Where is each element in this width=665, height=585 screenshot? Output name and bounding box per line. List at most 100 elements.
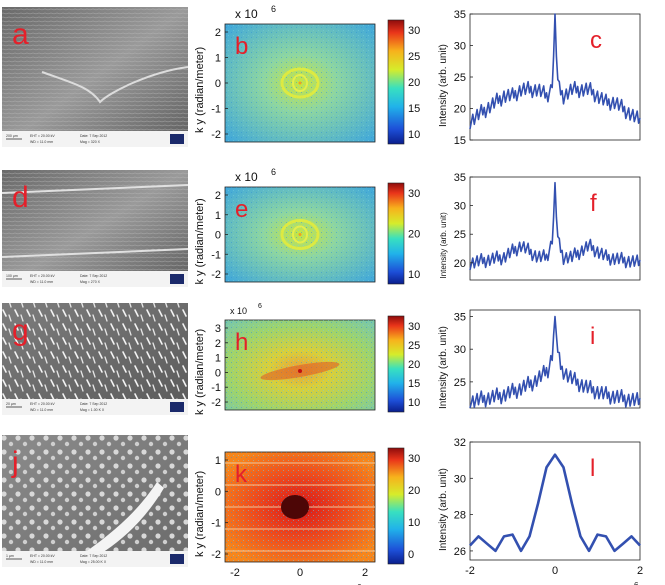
panel-row-1: 200 µm EHT = 20.00 kV WD = 11.0 mm Date: 7 … xyxy=(2,4,641,147)
sem-image-j: 1 µm EHT = 20.00 kV WD = 11.0 mm Date: 7 Se… xyxy=(2,435,188,567)
fft-ytick-label: -1 xyxy=(211,104,221,116)
profile-ytick-label: 25 xyxy=(454,377,466,389)
profile-ylabel: Intensity (arb. unit) xyxy=(438,326,449,409)
sem-wd: WD = 11.0 mm xyxy=(30,408,53,412)
fft-ytick-label: -2 xyxy=(211,129,221,141)
panel-row-3: 20 µm EHT = 20.00 kV WD = 11.0 mm Date: 7 S… xyxy=(2,303,641,415)
profile-ytick-label: 28 xyxy=(454,510,466,522)
panel-row-4: 1 µm EHT = 20.00 kV WD = 11.0 mm Date: 7 Se… xyxy=(2,435,643,585)
profile-ytick-label: 15 xyxy=(454,135,466,147)
colorbar-tick-label: 15 xyxy=(408,378,420,390)
sem-surface-texture xyxy=(2,7,188,131)
sem-surface-texture xyxy=(2,303,188,399)
profile-ytick-label: 30 xyxy=(454,473,466,485)
profile-ytick-label: 30 xyxy=(454,344,466,356)
sem-ridge-line xyxy=(1,184,189,194)
colorbar-h: 30 25 20 15 10 xyxy=(387,315,420,413)
profile-ylabel: Intensity (arb. unit) xyxy=(439,212,448,279)
fft-ytick-label: 1 xyxy=(215,455,221,467)
colorbar-tick-label: 30 xyxy=(408,321,420,333)
colorbar-tick-label: 20 xyxy=(408,359,420,371)
fft-xtick-label: 0 xyxy=(297,567,303,579)
profile-ytick-label: 35 xyxy=(454,9,466,21)
colorbar-tick-label: 30 xyxy=(408,453,420,465)
profile-line xyxy=(469,13,641,130)
colorbar-gradient xyxy=(387,182,405,285)
colorbar-tick-label: 15 xyxy=(408,103,420,115)
profile-ytick-label: 30 xyxy=(454,201,466,213)
panel-letter: i xyxy=(590,323,595,350)
fft-ytick-label: 0 xyxy=(215,486,221,498)
colorbar-tick-label: 30 xyxy=(408,188,420,200)
zeiss-logo xyxy=(170,402,184,412)
profile-xtick-label: 2 xyxy=(637,565,643,577)
fft-ytick-label: -2 xyxy=(211,269,221,281)
fft-center-peak xyxy=(298,233,302,236)
profile-xlabel: kx (radian/meter) x 10 xyxy=(492,583,609,585)
fft-xlabel-sup: 6 xyxy=(357,583,362,585)
panel-letter: f xyxy=(590,190,597,217)
panel-letter: a xyxy=(12,18,29,51)
colorbar-tick-label: 25 xyxy=(408,51,420,63)
fft-map-k: 10-1-2k y (radian/meter)k-202kx (radian/… xyxy=(194,451,376,585)
profile-ytick-label: 20 xyxy=(454,258,466,270)
sem-wd: WD = 11.0 mm xyxy=(30,140,53,144)
fft-center-peak xyxy=(298,369,302,373)
colorbar-tick-label: 10 xyxy=(408,129,420,141)
sem-mag: Mag = 25.00 K X xyxy=(80,560,107,564)
zeiss-logo xyxy=(170,554,184,564)
fft-map-b: x 10 6 2 1 0 -1 -2 k y (radian/meter) b xyxy=(194,4,376,143)
fft-ring xyxy=(280,67,320,99)
colorbar-tick-label: 20 xyxy=(408,77,420,89)
panel-letter: k xyxy=(235,461,248,488)
sem-scale-label: 200 µm xyxy=(6,134,18,138)
colorbar-tick-label: 10 xyxy=(408,269,420,281)
sem-image-g: 20 µm EHT = 20.00 kV WD = 11.0 mm Date: 7 S… xyxy=(2,303,188,415)
sem-date: Date: 7 Sep 2012 xyxy=(80,554,107,558)
profile-axes xyxy=(469,441,641,561)
colorbar-gradient xyxy=(387,447,405,565)
colorbar-tick-label: 0 xyxy=(408,549,414,561)
profile-ytick-label: 25 xyxy=(454,229,466,241)
fft-ylabel: k y (radian/meter) xyxy=(194,47,206,133)
fft-ylabel: k y (radian/meter) xyxy=(194,329,206,415)
colorbar-k: 30 20 10 0 xyxy=(387,447,420,565)
fft-ytick-label: 1 xyxy=(215,53,221,65)
sem-mag: Mag = 270 X xyxy=(80,280,101,284)
fft-ring xyxy=(280,219,320,250)
fft-ytick-label: 2 xyxy=(215,338,221,350)
colorbar-tick-label: 30 xyxy=(408,25,420,37)
fft-ytick-label: -1 xyxy=(211,249,221,261)
sem-ridge-line xyxy=(1,248,189,258)
sem-date: Date: 7 Sep 2012 xyxy=(80,134,107,138)
colorbar-gradient xyxy=(387,19,405,145)
sem-mag: Mag = 320 X xyxy=(80,140,101,144)
profile-plot-i: 35 30 25 Intensity (arb. unit) i xyxy=(438,309,641,409)
fft-ytick-label: 0 xyxy=(215,367,221,379)
fft-ytick-label: 2 xyxy=(215,190,221,202)
profile-line xyxy=(469,315,641,409)
sem-date: Date: 7 Sep 2012 xyxy=(80,402,107,406)
sem-scale-label: 1 µm xyxy=(6,554,14,558)
fft-map-h: x 10 6 3 2 1 0 -1 -2 k y (radian/meter) h xyxy=(194,303,376,415)
profile-ylabel: Intensity (arb. unit) xyxy=(438,468,449,551)
colorbar-tick-label: 20 xyxy=(408,485,420,497)
panel-letter: b xyxy=(235,33,248,60)
panel-row-2: 100 µm EHT = 20.00 kV WD = 11.0 mm Date: 7 … xyxy=(1,167,641,287)
colorbar-tick-label: 20 xyxy=(408,229,420,241)
sem-date: Date: 7 Sep 2012 xyxy=(80,274,107,278)
profile-xlabel-sup: 6 xyxy=(634,581,639,585)
colorbar-tick-label: 25 xyxy=(408,340,420,352)
sem-eht: EHT = 20.00 kV xyxy=(30,134,55,138)
sem-wd: WD = 11.0 mm xyxy=(30,280,53,284)
profile-ytick-label: 32 xyxy=(454,437,466,449)
fft-ylabel: k y (radian/meter) xyxy=(194,471,206,557)
profile-ytick-label: 20 xyxy=(454,104,466,116)
panel-letter: j xyxy=(11,446,19,479)
sem-image-a: 200 µm EHT = 20.00 kV WD = 11.0 mm Date: 7 … xyxy=(2,7,189,147)
panel-letter: g xyxy=(12,314,29,347)
fft-ytick-label: -1 xyxy=(211,518,221,530)
panel-letter: e xyxy=(235,196,248,223)
colorbar-b: 30 25 20 15 10 xyxy=(387,19,420,145)
